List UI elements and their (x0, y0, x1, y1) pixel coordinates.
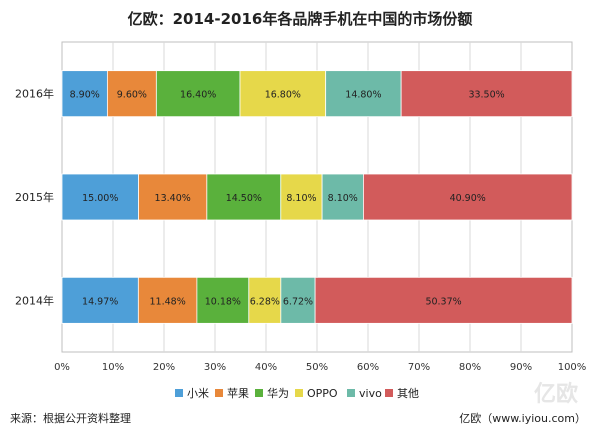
legend-swatch (385, 389, 393, 397)
x-tick-label: 0% (54, 362, 70, 373)
chart-title: 亿欧：2014-2016年各品牌手机在中国的市场份额 (128, 10, 473, 28)
x-tick-label: 80% (459, 362, 481, 373)
bar-segment (138, 173, 208, 221)
bar-segment (314, 276, 573, 324)
legend-label: 其他 (397, 387, 419, 400)
data-label: 40.90% (450, 193, 486, 204)
bar-segment (321, 173, 364, 221)
data-label: 8.90% (70, 90, 100, 101)
legend-swatch (347, 389, 355, 397)
data-label: 16.80% (265, 90, 301, 101)
legend-swatch (175, 389, 183, 397)
x-tick-label: 100% (558, 362, 587, 373)
legend-label: OPPO (307, 387, 338, 400)
x-tick-label: 30% (204, 362, 226, 373)
bar-segment (400, 70, 573, 118)
category-label: 2016年 (15, 87, 54, 101)
bar-segment (61, 276, 139, 324)
bar-segment (280, 276, 316, 324)
x-tick-label: 40% (255, 362, 277, 373)
bar-segment (239, 70, 327, 118)
data-label: 14.97% (82, 296, 118, 307)
data-label: 8.10% (328, 193, 358, 204)
legend-swatch (255, 389, 263, 397)
x-tick-label: 60% (357, 362, 379, 373)
x-tick-label: 10% (102, 362, 124, 373)
data-label: 50.37% (425, 296, 461, 307)
x-tick-label: 70% (408, 362, 430, 373)
data-label: 13.40% (155, 193, 191, 204)
x-tick-label: 50% (306, 362, 328, 373)
bar-segment (280, 173, 323, 221)
x-tick-label: 90% (510, 362, 532, 373)
legend-label: 小米 (187, 387, 209, 400)
credit-note: 亿欧（www.iyiou.com） (459, 412, 586, 425)
data-label: 10.18% (205, 296, 241, 307)
bar-segment (248, 276, 282, 324)
data-label: 8.10% (286, 193, 316, 204)
legend-label: 苹果 (227, 386, 249, 400)
bar-segment (155, 70, 241, 118)
data-label: 6.28% (250, 296, 280, 307)
data-label: 15.00% (82, 193, 118, 204)
bar-segment (61, 173, 139, 221)
bar-segment (325, 70, 402, 118)
x-tick-label: 20% (153, 362, 175, 373)
category-label: 2014年 (15, 293, 54, 307)
data-label: 33.50% (468, 90, 504, 101)
legend-swatch (215, 389, 223, 397)
data-label: 14.80% (345, 90, 381, 101)
data-label: 9.60% (117, 90, 147, 101)
watermark-logo: 亿欧 (533, 382, 578, 407)
bar-segment (363, 173, 573, 221)
data-label: 11.48% (150, 296, 186, 307)
bar-segment (206, 173, 282, 221)
source-note: 来源：根据公开资料整理 (10, 412, 131, 425)
data-label: 14.50% (226, 193, 262, 204)
category-label: 2015年 (15, 190, 54, 204)
legend-label: 华为 (267, 386, 289, 400)
legend-label: vivo (359, 387, 382, 400)
data-label: 6.72% (283, 296, 313, 307)
legend-swatch (295, 389, 303, 397)
data-label: 16.40% (180, 90, 216, 101)
